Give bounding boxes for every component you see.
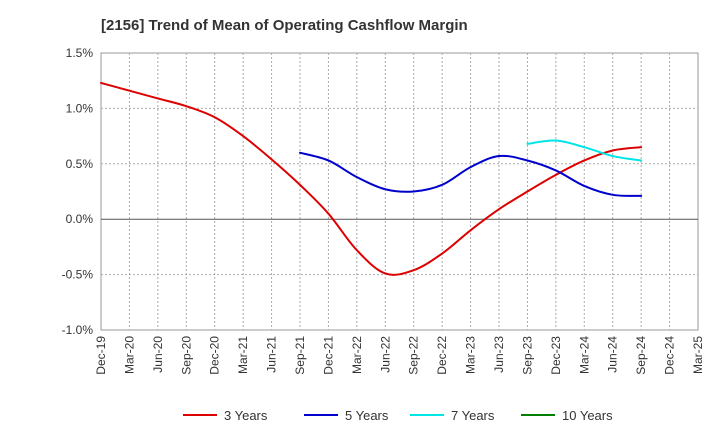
chart-title: [2156] Trend of Mean of Operating Cashfl… [101,17,468,34]
x-tick-label: Sep-22 [407,336,421,375]
y-tick-label: -1.0% [62,323,94,337]
legend-label: 7 Years [451,408,495,423]
x-tick-label: Dec-23 [549,336,563,375]
y-axis: 1.5% 1.0% 0.5% 0.0% -0.5% -1.0% [62,46,94,337]
series-line-5-years [299,151,643,197]
x-tick-label: Mar-21 [236,336,250,374]
series-line-7-years [526,139,643,162]
legend-label: 5 Years [345,408,389,423]
x-tick-label: Sep-21 [293,336,307,375]
legend-label: 10 Years [562,408,613,423]
x-tick-label: Mar-22 [350,336,364,374]
y-tick-label: 1.0% [66,101,94,115]
x-tick-label: Dec-20 [208,336,222,375]
x-tick-label: Jun-23 [492,336,506,373]
x-tick-label: Dec-19 [94,336,108,375]
x-tick-label: Mar-24 [577,336,591,374]
x-tick-label: Mar-25 [691,336,705,374]
y-tick-label: -0.5% [62,268,94,282]
x-tick-label: Sep-20 [179,336,193,375]
x-axis: Dec-19 Mar-20 Jun-20 Sep-20 Dec-20 Mar-21 Jun-… [94,336,705,375]
x-tick-label: Sep-23 [520,336,534,375]
y-tick-label: 0.5% [66,157,94,171]
x-tick-label: Dec-24 [663,336,677,375]
legend-label: 3 Years [224,408,268,423]
x-tick-label: Jun-22 [378,336,392,373]
series-line-3-years [100,81,643,276]
x-tick-label: Jun-21 [265,336,279,373]
x-tick-label: Mar-20 [122,336,136,374]
y-tick-label: 1.5% [66,46,94,60]
series-lines [100,81,643,276]
x-tick-label: Jun-24 [606,336,620,373]
y-tick-label: 0.0% [66,212,94,226]
x-tick-label: Dec-22 [435,336,449,375]
x-tick-label: Jun-20 [151,336,165,373]
x-tick-label: Dec-21 [321,336,335,375]
x-tick-label: Sep-24 [634,336,648,375]
legend: 3 Years 5 Years 7 Years 10 Years [183,408,613,423]
x-tick-label: Mar-23 [464,336,478,374]
